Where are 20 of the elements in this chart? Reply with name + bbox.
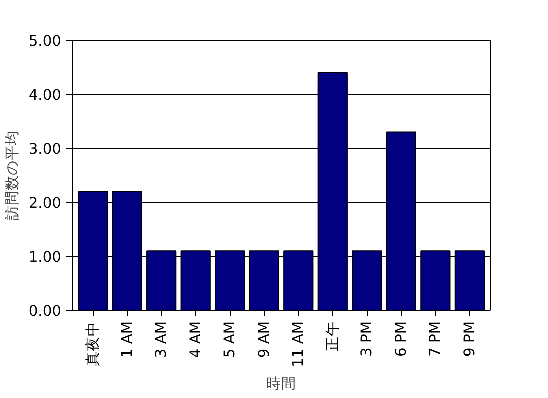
- y-tick-label: 5.00: [28, 33, 62, 50]
- y-tick-label: 2.00: [28, 195, 62, 212]
- x-tick-label: 7 PM: [427, 322, 444, 357]
- x-tick-label: 6 PM: [392, 322, 410, 357]
- x-tick-label: 真夜中: [84, 322, 102, 366]
- x-tick-label: 1 AM: [118, 322, 136, 358]
- y-tick-label: 0.00: [28, 303, 62, 320]
- x-tick-label: 5 AM: [222, 322, 239, 358]
- x-tick-label: 9 PM: [461, 322, 478, 357]
- x-tick-label: 11 AM: [290, 321, 308, 368]
- y-axis-title: 訪問数の平均: [4, 130, 21, 220]
- x-tick-label: 9 AM: [256, 322, 273, 358]
- y-tick-label: 3.00: [28, 141, 62, 158]
- x-tick-label: 3 PM: [358, 322, 376, 357]
- y-tick-label: 4.00: [28, 87, 62, 104]
- x-tick-label: 3 AM: [153, 322, 170, 358]
- x-axis-title: 時間: [266, 375, 296, 392]
- y-tick-label: 1.00: [28, 249, 62, 266]
- x-tick-label: 4 AM: [187, 322, 204, 358]
- x-tick-label: 正午: [324, 322, 342, 352]
